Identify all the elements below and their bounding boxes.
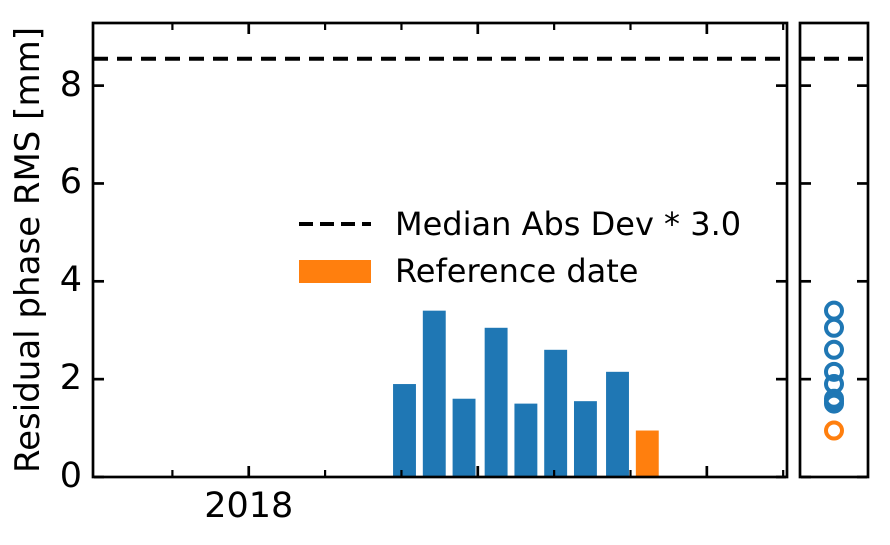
legend: Median Abs Dev * 3.0 Reference date bbox=[299, 205, 741, 299]
rms-bar bbox=[606, 371, 629, 477]
rms-bar bbox=[514, 403, 538, 477]
x-tick-label-2018: 2018 bbox=[204, 486, 294, 526]
legend-label-reference: Reference date bbox=[395, 251, 639, 290]
dashed-line-icon bbox=[299, 222, 371, 226]
legend-item-threshold: Median Abs Dev * 3.0 bbox=[299, 205, 741, 243]
distribution-point bbox=[824, 300, 844, 321]
rms-bar bbox=[484, 327, 508, 477]
main-axes-frame bbox=[91, 21, 789, 479]
y-tick-label: 8 bbox=[59, 64, 82, 105]
distribution-point bbox=[824, 393, 844, 414]
reference-point bbox=[824, 420, 844, 441]
rms-bar bbox=[393, 384, 416, 477]
side-axes-frame bbox=[798, 21, 870, 479]
y-tick-label: 0 bbox=[59, 455, 82, 496]
rms-bar bbox=[573, 401, 597, 477]
rms-bar bbox=[544, 349, 568, 477]
y-tick-label: 2 bbox=[59, 357, 82, 398]
distribution-point bbox=[824, 339, 844, 360]
y-tick-label: 4 bbox=[59, 260, 82, 301]
y-tick-label: 6 bbox=[59, 162, 82, 203]
distribution-point bbox=[824, 317, 844, 338]
rms-bar bbox=[452, 398, 476, 477]
legend-label-threshold: Median Abs Dev * 3.0 bbox=[395, 204, 742, 243]
legend-item-reference: Reference date bbox=[299, 252, 741, 290]
reference-date-bar bbox=[635, 430, 659, 477]
reference-patch-icon bbox=[299, 259, 371, 283]
distribution-point bbox=[824, 361, 844, 382]
rms-bar bbox=[422, 310, 446, 477]
